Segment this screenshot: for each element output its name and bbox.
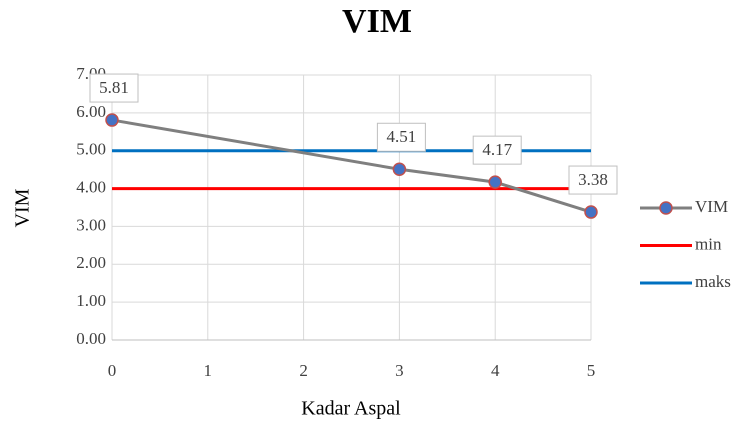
- chart-title: VIM: [342, 3, 412, 40]
- data-label-box: [568, 165, 618, 195]
- x-axis-label: Kadar Aspal: [301, 398, 401, 420]
- y-tick-label: 3.00: [76, 215, 106, 234]
- marker: [105, 113, 119, 127]
- y-tick-label: 5.00: [76, 140, 106, 159]
- marker: [392, 162, 407, 177]
- marker: [488, 175, 502, 189]
- data-label-box: [472, 135, 522, 165]
- data-label: 4.17: [482, 140, 512, 159]
- data-label-box: [376, 122, 426, 152]
- legend-marker: [659, 201, 673, 215]
- x-tick-label: 1: [204, 361, 213, 380]
- data-label: 5.81: [99, 78, 129, 97]
- y-tick-label: 1.00: [76, 291, 106, 310]
- x-tick-label: 5: [587, 361, 596, 380]
- data-label: 4.51: [387, 127, 417, 146]
- legend-label: maks: [695, 272, 731, 291]
- x-tick-label: 4: [491, 361, 500, 380]
- x-tick-label: 0: [108, 361, 117, 380]
- data-label-box: [89, 73, 139, 103]
- data-label: 3.38: [578, 170, 608, 189]
- marker: [584, 205, 598, 219]
- y-tick-label: 2.00: [76, 253, 106, 272]
- series-line: [111, 118, 592, 214]
- y-tick-label: 6.00: [76, 102, 106, 121]
- x-tick-label: 2: [299, 361, 308, 380]
- y-tick-label: 0.00: [76, 329, 106, 348]
- y-tick-label: 4.00: [76, 177, 106, 196]
- x-tick-label: 3: [395, 361, 404, 380]
- legend-label: VIM: [695, 197, 728, 216]
- y-axis-label: VIM: [12, 188, 34, 227]
- legend-label: min: [695, 234, 722, 253]
